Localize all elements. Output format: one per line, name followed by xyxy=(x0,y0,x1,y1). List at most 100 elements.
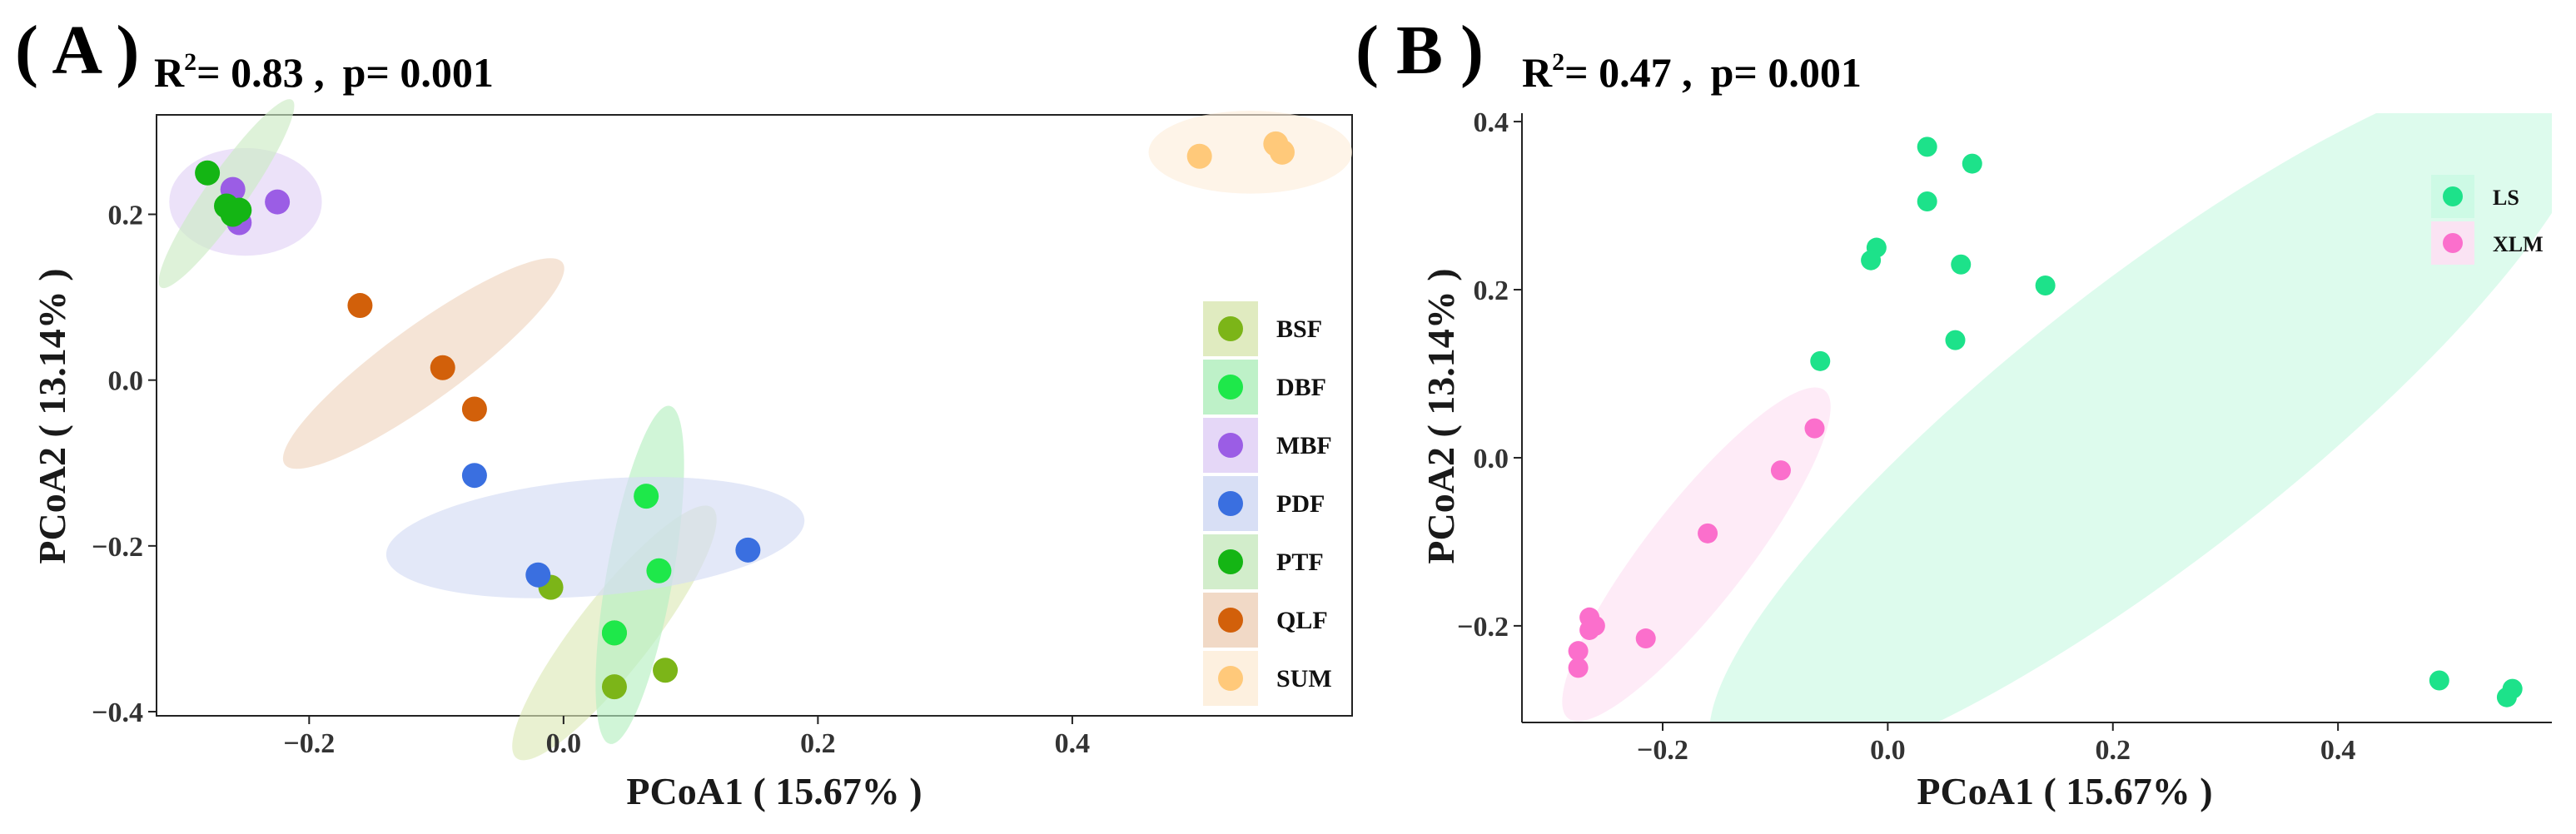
panel-b-point-ls-2 xyxy=(1917,191,1937,212)
panel-a-stats: R2= 0.83 , p= 0.001 xyxy=(154,48,494,96)
panel-b-point-ls-7 xyxy=(1945,330,1966,350)
panel-a-r2-value: = 0.83 , xyxy=(196,49,325,96)
panel-b-point-ls-9 xyxy=(2429,670,2449,691)
panel-a-y-tick-label: −0.2 xyxy=(92,532,143,563)
panel-b-x-axis: −0.2 0.0 0.2 0.4 xyxy=(1637,722,2355,766)
panel-a-label: ( A ) xyxy=(15,12,139,89)
panel-b-legend-label-xlm: XLM xyxy=(2493,232,2544,256)
panel-a-legend-dot-mbf xyxy=(1218,433,1243,458)
panel-b-x-tick-label: 0.0 xyxy=(1870,735,1906,766)
panel-a-point-dbf-2 xyxy=(601,620,627,646)
panel-b-point-xlm-1 xyxy=(1770,460,1791,481)
panel-a-point-bsf-2 xyxy=(653,658,679,683)
panel-a-y-axis: −0.4 −0.2 0.0 0.2 xyxy=(92,201,157,728)
panel-a-legend-label-qlf: QLF xyxy=(1276,607,1328,634)
panel-a-point-pdf-1 xyxy=(525,562,551,588)
panel-b-points xyxy=(1568,137,2523,707)
panel-a-y-tick-label: 0.0 xyxy=(108,366,144,397)
panel-a-legend-dot-ptf xyxy=(1218,549,1243,574)
panel-b-point-xlm-7 xyxy=(1568,641,1589,662)
panel-a-legend-label-bsf: BSF xyxy=(1276,315,1322,343)
panel-a-y-tick-label: −0.4 xyxy=(92,697,143,728)
panel-b-point-ls-1 xyxy=(1962,153,1982,174)
panel-b-point-xlm-2 xyxy=(1698,523,1718,544)
panel-a-y-tick-label: 0.2 xyxy=(108,201,144,231)
panel-a-point-qlf-2 xyxy=(461,396,487,422)
panel-a-x-axis-title: PCoA1 ( 15.67% ) xyxy=(626,770,922,812)
panel-b-ellipse-xlm xyxy=(1562,387,1831,722)
panel-b-label: ( B ) xyxy=(1355,12,1484,89)
panel-a-point-qlf-0 xyxy=(347,293,373,319)
panel-b-y-tick-label: 0.2 xyxy=(1474,276,1509,306)
panel-a-plot: −0.2 0.0 0.2 0.4 −0.4 −0.2 0.0 0.2 BSF DBF MBF PD… xyxy=(92,99,1353,761)
panel-a-point-sum-2 xyxy=(1269,139,1295,165)
panel-b-y-axis-title: PCoA2 ( 13.14% ) xyxy=(1420,268,1462,563)
panel-b-ellipses xyxy=(1562,113,2552,722)
panel-b-legend-dot-xlm xyxy=(2443,233,2463,253)
panel-a-legend-dot-dbf xyxy=(1218,375,1243,400)
panel-a-legend-dot-sum xyxy=(1218,666,1243,691)
panel-b-y-axis: −0.2 0.0 0.2 0.4 xyxy=(1457,107,1522,643)
panel-b-point-ls-5 xyxy=(1951,254,1972,275)
panel-a-point-dbf-1 xyxy=(646,558,672,583)
panel-a-legend-label-dbf: DBF xyxy=(1276,374,1326,401)
panel-b-point-ls-4 xyxy=(1861,250,1882,271)
panel-b-point-xlm-0 xyxy=(1804,418,1825,439)
panel-b-legend-dot-ls xyxy=(2443,186,2463,206)
panel-b-point-xlm-3 xyxy=(1635,628,1656,649)
panel-a-point-bsf-1 xyxy=(601,674,627,700)
panel-a-point-ptf-3 xyxy=(220,201,246,227)
panel-b-point-ls-11 xyxy=(2496,687,2517,707)
panel-a-p-value: p= 0.001 xyxy=(343,49,494,96)
panel-b-point-ls-8 xyxy=(1810,350,1831,371)
panel-a-legend: BSF DBF MBF PDF PTF QLF SUM xyxy=(1203,301,1332,706)
panel-b-point-xlm-6 xyxy=(1584,615,1605,636)
panel-a-point-sum-0 xyxy=(1186,143,1212,169)
panel-a-y-axis-title: PCoA2 ( 13.14% ) xyxy=(31,268,73,563)
panel-a-x-tick-label: 0.0 xyxy=(546,728,582,759)
panel-a-legend-dot-bsf xyxy=(1218,316,1243,341)
panel-b-p-value: p= 0.001 xyxy=(1711,49,1862,96)
panel-b-plot: −0.2 0.0 0.2 0.4 −0.2 0.0 0.2 0.4 LS XLM xyxy=(1457,107,2552,766)
panel-a-ellipse-pdf xyxy=(385,477,805,598)
panel-b-r2-prefix: R xyxy=(1522,49,1553,96)
panel-b-x-axis-title: PCoA1 ( 15.67% ) xyxy=(1917,770,2212,812)
panel-b-r2-sup: 2 xyxy=(1552,48,1564,76)
panel-a-legend-dot-qlf xyxy=(1218,608,1243,633)
panel-a-ellipse-qlf xyxy=(282,258,564,469)
panel-a-point-mbf-2 xyxy=(265,189,291,215)
panel-b-point-xlm-8 xyxy=(1568,658,1589,678)
panel-a-x-tick-label: 0.2 xyxy=(800,728,836,759)
panel-b-y-tick-label: 0.0 xyxy=(1474,444,1509,474)
panel-a-point-pdf-0 xyxy=(461,463,487,489)
panel-a-legend-label-ptf: PTF xyxy=(1276,549,1324,576)
panel-a-point-ptf-0 xyxy=(195,160,221,186)
panel-a-r2-prefix: R xyxy=(154,49,185,96)
panel-b-legend-label-ls: LS xyxy=(2493,186,2519,210)
panel-b-x-tick-label: 0.2 xyxy=(2096,735,2131,766)
panel-b-x-tick-label: −0.2 xyxy=(1637,735,1688,766)
panel-b-ellipse-ls xyxy=(1709,113,2552,722)
panel-a-legend-label-sum: SUM xyxy=(1276,665,1332,693)
panel-a-point-dbf-0 xyxy=(634,484,659,509)
panel-b-x-tick-label: 0.4 xyxy=(2320,735,2356,766)
panel-b-y-tick-label: 0.4 xyxy=(1474,107,1509,138)
panel-a-x-axis: −0.2 0.0 0.2 0.4 xyxy=(283,716,1090,759)
panel-a-r2-sup: 2 xyxy=(184,48,196,76)
panel-a-x-tick-label: −0.2 xyxy=(283,728,335,759)
panel-b-legend: LS XLM xyxy=(2431,175,2544,265)
panel-a-point-pdf-2 xyxy=(735,537,761,563)
panel-a-ellipse-sum xyxy=(1148,111,1352,194)
panel-b-point-ls-0 xyxy=(1917,137,1937,157)
panel-b-r2-value: = 0.47 , xyxy=(1564,49,1693,96)
panel-a-legend-label-mbf: MBF xyxy=(1276,432,1332,459)
panel-a-x-tick-label: 0.4 xyxy=(1055,728,1091,759)
panel-b-stats: R2= 0.47 , p= 0.001 xyxy=(1522,48,1862,96)
panel-b-y-tick-label: −0.2 xyxy=(1457,612,1509,643)
panel-a-points xyxy=(195,131,1295,700)
panel-b-point-ls-6 xyxy=(2035,275,2056,295)
panel-a-legend-label-pdf: PDF xyxy=(1276,490,1325,518)
panel-a-legend-dot-pdf xyxy=(1218,491,1243,516)
panel-a-point-qlf-1 xyxy=(430,355,455,380)
